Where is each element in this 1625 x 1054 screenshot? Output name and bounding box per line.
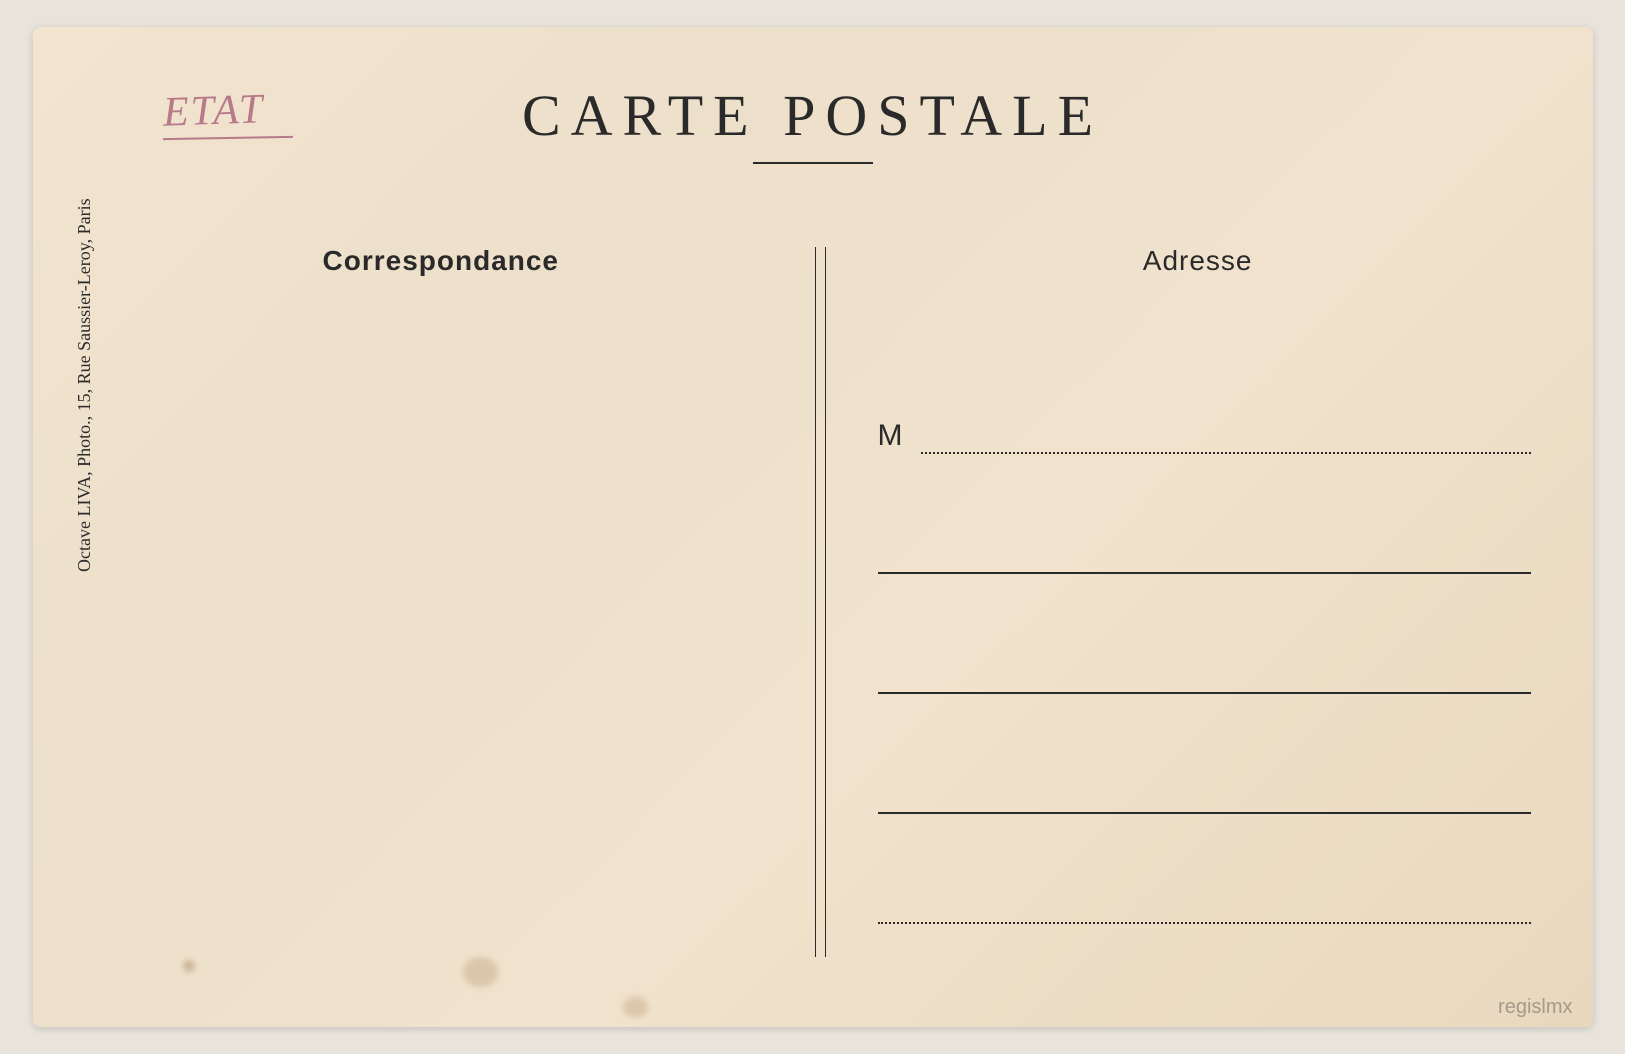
card-title: CARTE POSTALE [522, 82, 1103, 149]
center-divider-right [825, 247, 827, 957]
address-line-3 [878, 692, 1531, 694]
handwritten-underline [162, 136, 292, 140]
adresse-heading: Adresse [1143, 245, 1253, 277]
publisher-credit: Octave LIVA, Photo., 15, Rue Saussier-Le… [74, 198, 95, 572]
address-line-2 [878, 572, 1531, 574]
aging-stain [463, 957, 498, 987]
center-divider-left [815, 247, 817, 957]
address-prefix-m: M [878, 419, 903, 453]
aging-stain [183, 960, 195, 972]
address-line-4 [878, 812, 1531, 814]
handwritten-annotation: ETAT [162, 85, 265, 137]
address-line-1 [921, 452, 1531, 454]
correspondance-heading: Correspondance [323, 245, 560, 277]
title-underline [753, 162, 873, 164]
watermark-text: regislmx [1498, 996, 1572, 1019]
aging-stain [623, 997, 648, 1017]
address-line-5 [878, 922, 1531, 924]
postcard-back: ETAT CARTE POSTALE Correspondance Adress… [33, 27, 1593, 1027]
